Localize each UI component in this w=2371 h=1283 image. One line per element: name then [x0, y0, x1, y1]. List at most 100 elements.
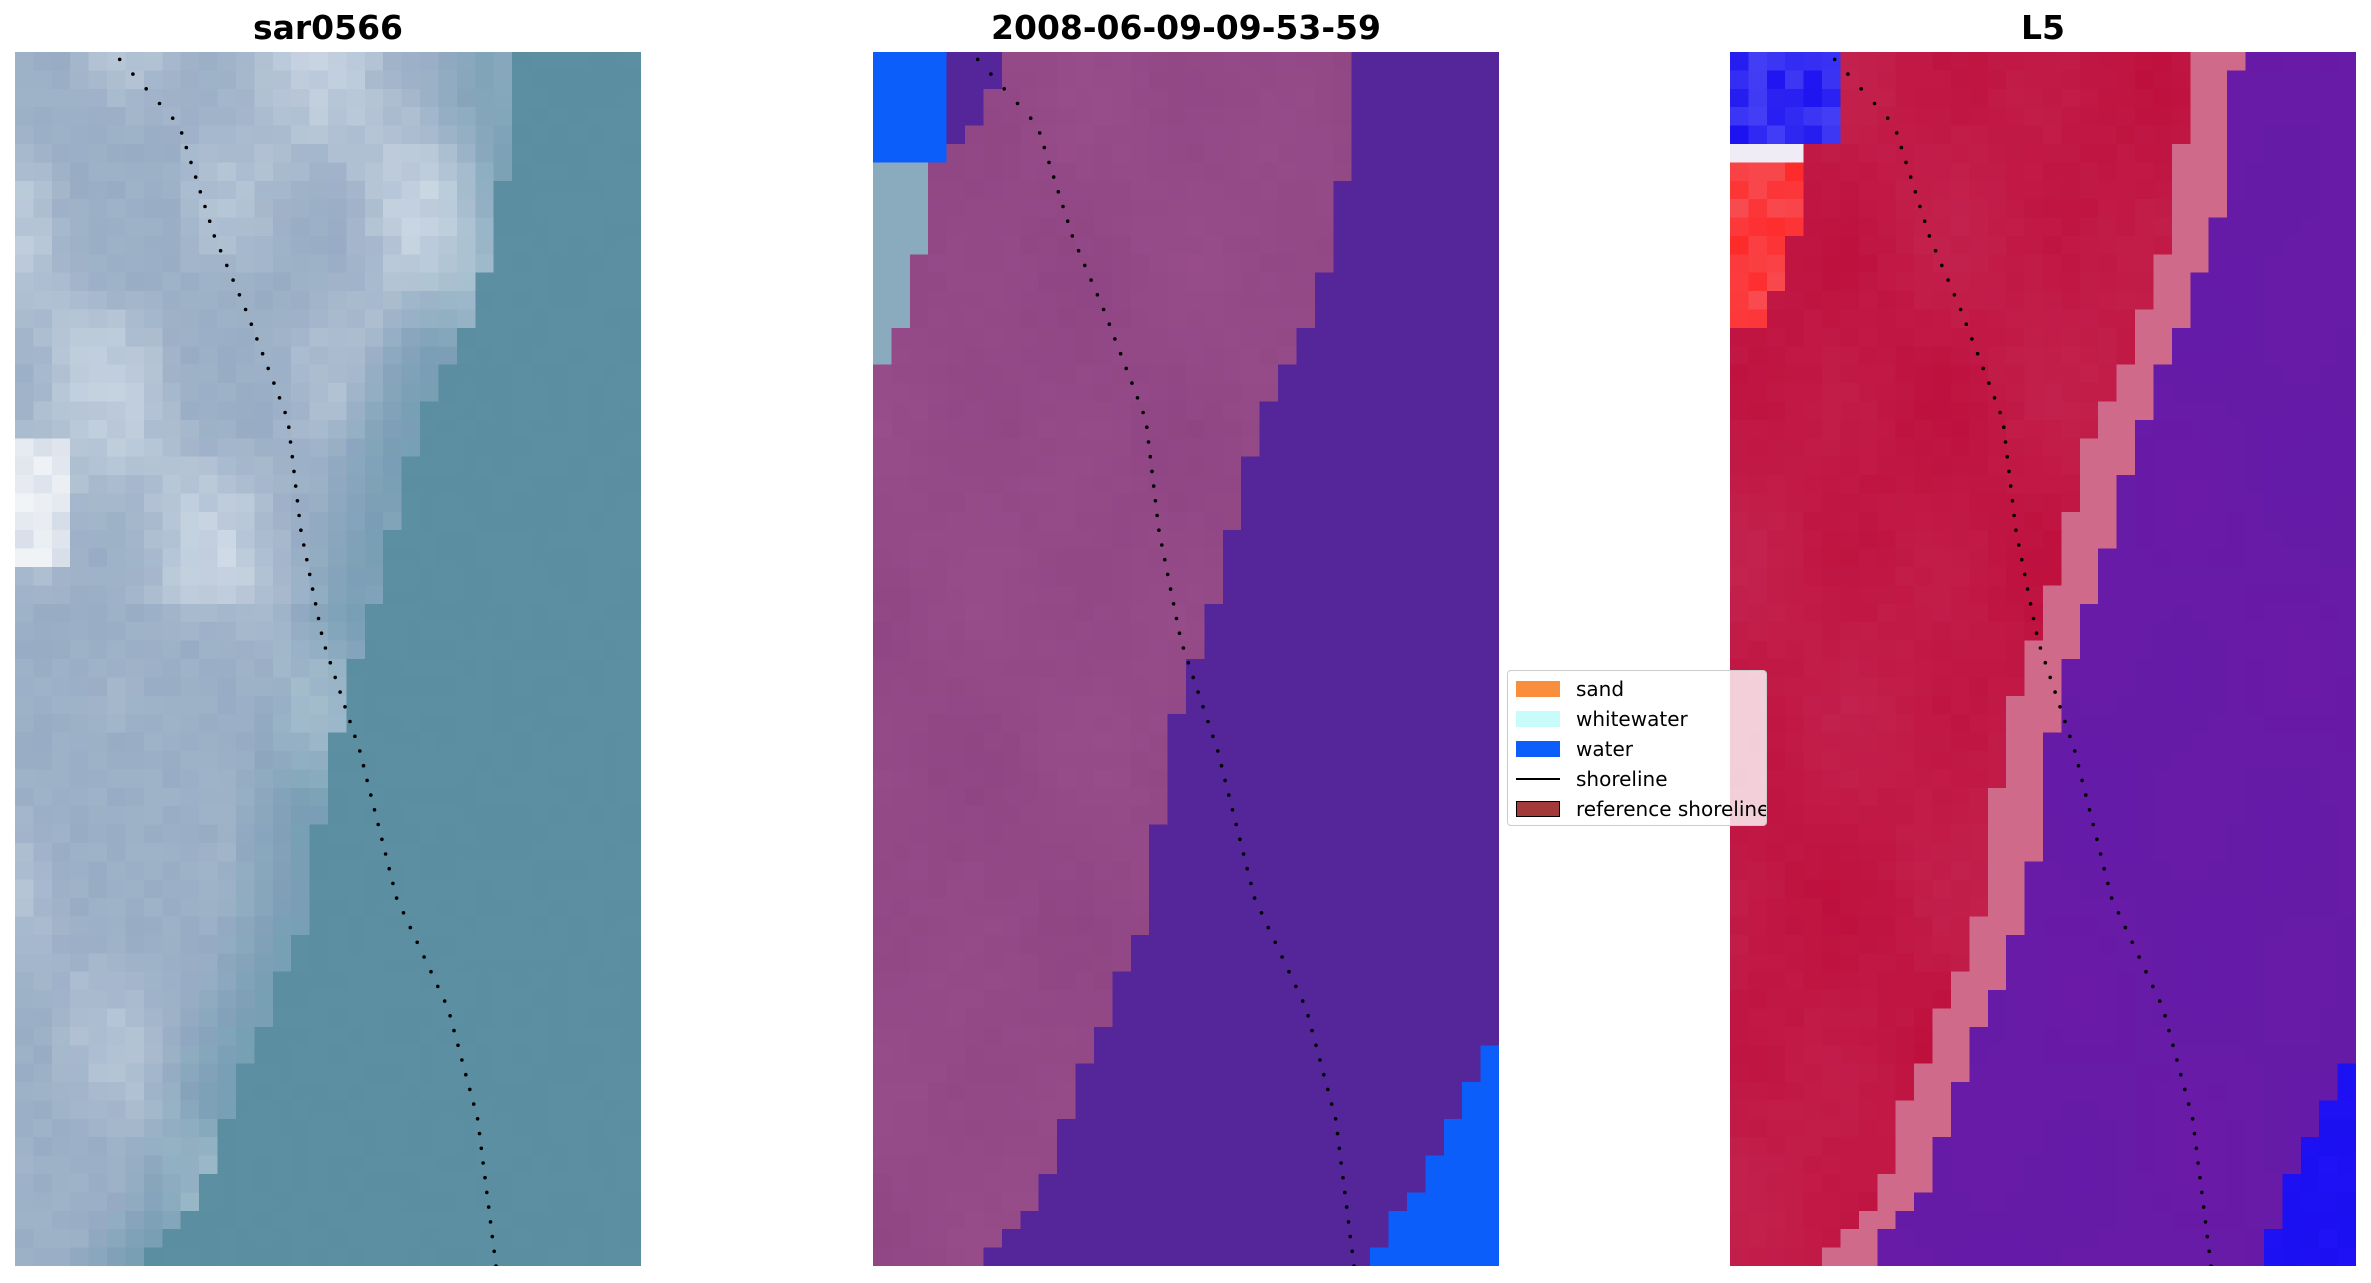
- shoreline-dot: [488, 1220, 493, 1224]
- shoreline-dot: [1832, 57, 1837, 62]
- shoreline-dot: [1249, 881, 1253, 886]
- shoreline-dot: [144, 87, 148, 91]
- shoreline-dot: [2002, 425, 2006, 430]
- shoreline-dots-classification: [975, 57, 1356, 1266]
- shoreline-dot: [394, 896, 399, 900]
- shoreline-dot: [1042, 145, 1047, 150]
- shoreline-dot: [1337, 1146, 1342, 1151]
- legend-item-whitewater: whitewater: [1516, 705, 1688, 733]
- shoreline-dot: [1238, 837, 1242, 842]
- shoreline-dot: [380, 837, 384, 842]
- shoreline-dot: [1157, 528, 1161, 532]
- shoreline-dot: [436, 984, 440, 989]
- legend: sand whitewater water shoreline referenc…: [1507, 670, 1767, 826]
- panel-title-rgb: sar0566: [252, 8, 404, 47]
- shoreline-dot: [391, 881, 395, 886]
- shoreline-dot: [1130, 381, 1134, 385]
- shoreline-dots-rgb: [117, 57, 498, 1266]
- classification-panel: [873, 52, 1499, 1266]
- shoreline-dot: [2102, 866, 2106, 871]
- shoreline-dot: [1145, 425, 1149, 430]
- shoreline-dot: [1015, 101, 1020, 106]
- shoreline-dot: [492, 1249, 497, 1254]
- shoreline-dot: [1168, 587, 1173, 591]
- shoreline-dot: [2205, 1234, 2210, 1239]
- shoreline-dot: [1083, 263, 1087, 268]
- shoreline-dot: [1333, 1117, 1338, 1121]
- shoreline-dot: [1259, 911, 1264, 915]
- shoreline-dot: [1294, 984, 1298, 989]
- shoreline-dot: [1987, 381, 1991, 385]
- shoreline-dot: [1056, 190, 1061, 194]
- legend-swatch-reference-shoreline: [1516, 801, 1560, 817]
- shoreline-dot: [266, 366, 270, 371]
- shoreline-dot: [1174, 616, 1179, 621]
- shoreline-dot: [1343, 1190, 1347, 1195]
- shoreline-dot: [1118, 351, 1123, 356]
- shoreline-dot: [207, 219, 212, 223]
- shoreline-dot: [2190, 1117, 2195, 1121]
- shoreline-dot: [369, 793, 373, 797]
- shoreline-dot: [295, 499, 300, 503]
- shoreline-dot: [307, 572, 312, 577]
- shoreline-dot: [348, 719, 352, 724]
- shoreline-dot: [468, 1087, 472, 1092]
- shoreline-dot: [483, 1175, 487, 1180]
- shoreline-dot: [460, 1058, 464, 1062]
- shoreline-dot: [975, 57, 980, 62]
- shoreline-dot: [1227, 793, 1231, 797]
- shoreline-dot: [2038, 646, 2043, 650]
- shoreline-dot: [1922, 219, 1927, 223]
- shoreline-dot: [490, 1234, 495, 1239]
- shoreline-dot: [2116, 911, 2121, 915]
- shoreline-dot: [338, 690, 342, 694]
- shoreline-dot: [481, 1161, 485, 1165]
- shoreline-dot: [2151, 984, 2155, 989]
- shoreline-dot: [1141, 410, 1145, 415]
- shoreline-dot: [479, 1146, 484, 1151]
- shoreline-dot: [2058, 705, 2062, 709]
- shoreline-dot: [131, 72, 135, 76]
- shoreline-overlay-index: [1832, 57, 2213, 1266]
- shoreline-dot: [2171, 1043, 2175, 1048]
- shoreline-dot: [2183, 1087, 2187, 1092]
- shoreline-dot: [328, 660, 333, 665]
- shoreline-dot: [1177, 631, 1182, 635]
- legend-line-shoreline: [1516, 771, 1560, 787]
- legend-item-water: water: [1516, 735, 1633, 763]
- shoreline-dot: [1245, 866, 1249, 871]
- shoreline-dot: [189, 160, 193, 165]
- legend-item-sand: sand: [1516, 675, 1624, 703]
- shoreline-dot: [361, 763, 366, 768]
- shoreline-dot: [2203, 1220, 2208, 1224]
- shoreline-dot: [1341, 1175, 1345, 1180]
- shoreline-dot: [1124, 366, 1128, 371]
- shoreline-dot: [1904, 160, 1908, 165]
- shoreline-dot: [2020, 557, 2024, 562]
- shoreline-dot: [1241, 852, 1246, 856]
- shoreline-dot: [288, 440, 293, 444]
- shoreline-dot: [1326, 1087, 1330, 1092]
- rgb-image: [15, 52, 641, 1266]
- shoreline-dot: [1992, 396, 1997, 400]
- shoreline-dot: [2109, 896, 2114, 900]
- shoreline-dot: [358, 749, 362, 753]
- shoreline-dot: [2098, 852, 2103, 856]
- classification-image: [873, 52, 1499, 1266]
- shoreline-dot: [212, 234, 217, 238]
- shoreline-dot: [249, 322, 254, 327]
- shoreline-dot: [1065, 219, 1070, 223]
- shoreline-dot: [1981, 366, 1985, 371]
- shoreline-dot: [255, 337, 259, 341]
- shoreline-dot: [1280, 955, 1284, 959]
- shoreline-dot: [1339, 1161, 1343, 1165]
- shoreline-dot: [2144, 969, 2148, 974]
- shoreline-dot: [1163, 557, 1167, 562]
- shoreline-dot: [1998, 410, 2002, 415]
- shoreline-dot: [494, 1264, 498, 1266]
- shoreline-dot: [2028, 602, 2033, 606]
- shoreline-dot: [1095, 293, 1100, 297]
- shoreline-dot: [1028, 116, 1033, 120]
- shoreline-dot: [1076, 248, 1081, 253]
- shoreline-dot: [1107, 322, 1112, 327]
